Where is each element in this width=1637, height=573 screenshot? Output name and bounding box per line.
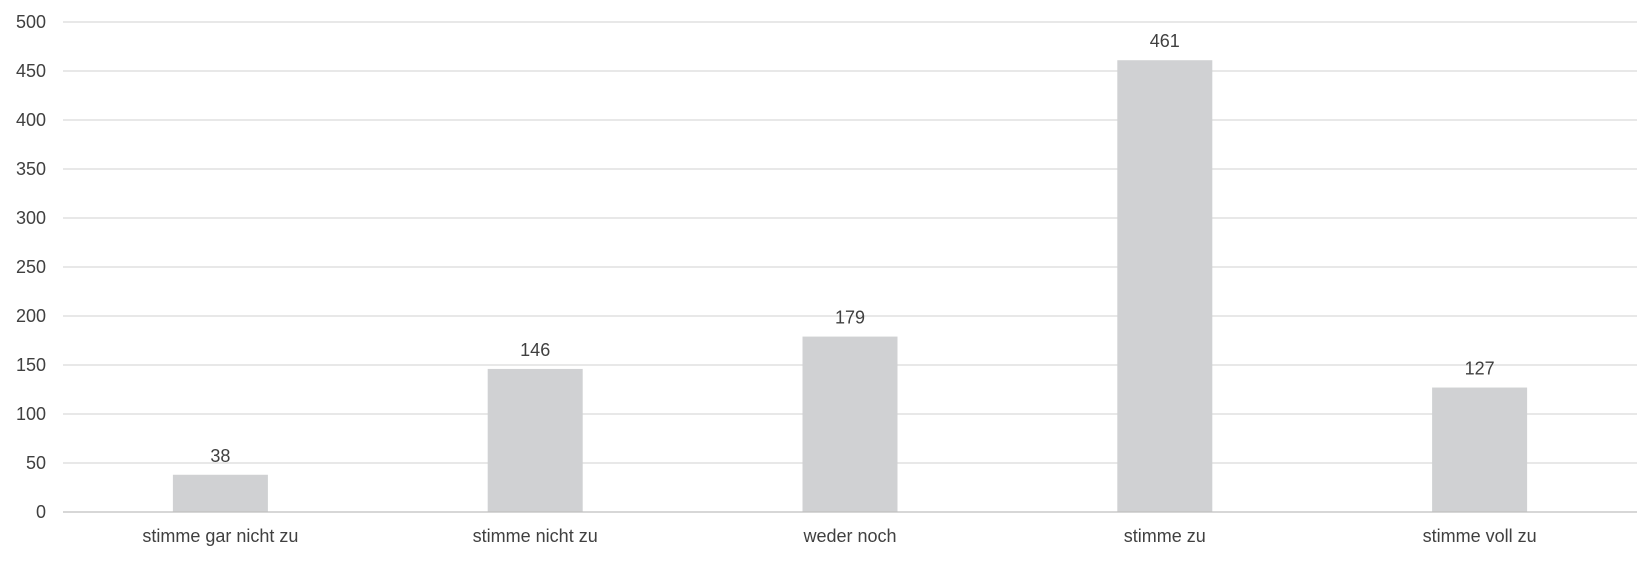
x-category-label: stimme gar nicht zu bbox=[142, 526, 298, 546]
bar-value-label: 461 bbox=[1150, 31, 1180, 51]
y-tick-label: 200 bbox=[16, 306, 46, 326]
bar bbox=[172, 474, 268, 512]
gridlines bbox=[63, 21, 1637, 464]
bar bbox=[487, 368, 583, 512]
y-tick-label: 450 bbox=[16, 61, 46, 81]
x-category-label: stimme zu bbox=[1124, 526, 1206, 546]
y-tick-label: 100 bbox=[16, 404, 46, 424]
y-tick-label: 50 bbox=[26, 453, 46, 473]
y-tick-label: 300 bbox=[16, 208, 46, 228]
bar bbox=[1117, 60, 1213, 512]
y-tick-label: 500 bbox=[16, 12, 46, 32]
y-tick-label: 250 bbox=[16, 257, 46, 277]
x-category-label: stimme nicht zu bbox=[473, 526, 598, 546]
bar-value-label: 127 bbox=[1465, 359, 1495, 379]
bar-value-label: 38 bbox=[210, 446, 230, 466]
bar bbox=[802, 336, 898, 512]
x-category-label: weder noch bbox=[802, 526, 896, 546]
y-tick-label: 150 bbox=[16, 355, 46, 375]
y-tick-label: 400 bbox=[16, 110, 46, 130]
bars bbox=[172, 60, 1528, 512]
bar-value-label: 179 bbox=[835, 308, 865, 328]
x-category-label: stimme voll zu bbox=[1423, 526, 1537, 546]
bar-value-label: 146 bbox=[520, 340, 550, 360]
data-labels: 38 146 179 461 127 bbox=[210, 31, 1494, 466]
y-axis-ticks: 0 50 100 150 200 250 300 350 400 450 500 bbox=[16, 12, 46, 522]
bar bbox=[1432, 387, 1528, 512]
y-tick-label: 350 bbox=[16, 159, 46, 179]
category-labels: stimme gar nicht zu stimme nicht zu weder … bbox=[142, 526, 1536, 546]
y-tick-label: 0 bbox=[36, 502, 46, 522]
